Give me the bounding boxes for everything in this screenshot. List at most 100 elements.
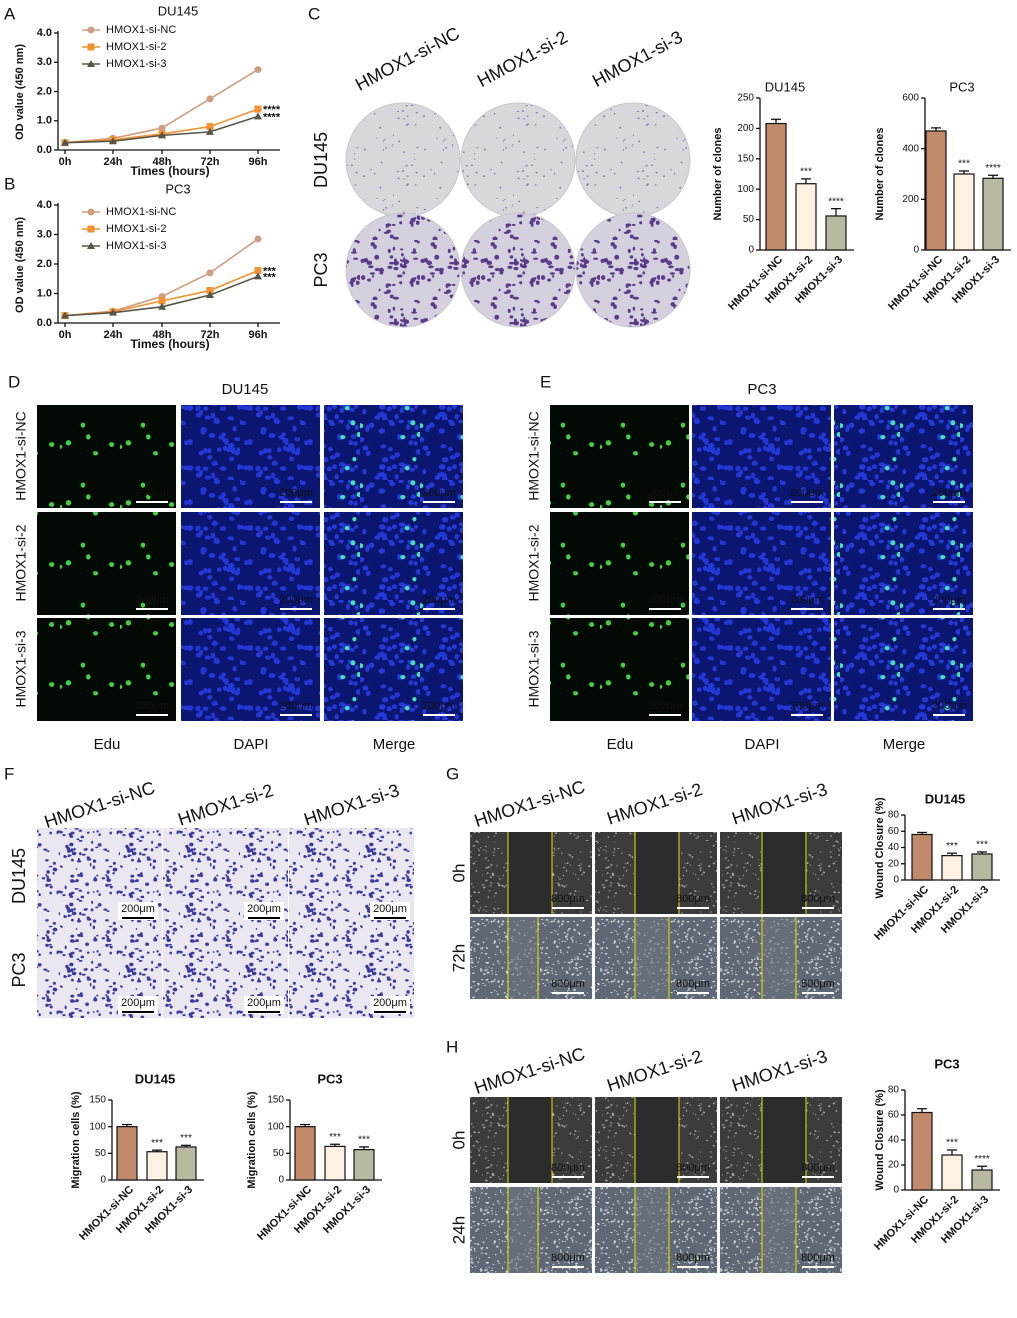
column-label: HMOX1-si-2 [604,779,704,829]
significance: **** [263,104,281,116]
significance: *** [946,1138,958,1149]
y-tick-label: 100 [737,184,754,195]
point [158,131,166,139]
scale-bar-label: 800μm [801,1252,835,1264]
scale-bar-label: 200μm [648,594,682,606]
y-tick-label: 0 [893,1185,899,1196]
y-tick-label: 100 [89,1121,106,1132]
y-tick-label: 20 [888,1160,900,1171]
significance: **** [985,163,1001,174]
y-tick-label: 600 [902,93,919,104]
wound-gap [762,917,796,999]
point [206,269,214,277]
wound-gap [635,1187,669,1273]
row-label: DU145 [311,132,331,188]
bar [971,853,993,881]
row-label: HMOX1-si-NC [13,411,29,500]
y-tick-label: 150 [89,1095,106,1106]
legend-label: HMOX1-si-2 [106,223,167,235]
column-label: HMOX1-si-3 [301,780,401,830]
x-tick-label: 24h [104,156,123,168]
dish-image [345,212,461,328]
bar [324,1145,346,1181]
scale-bar-label: 200μm [932,487,966,499]
scale-bar-label: 200μm [422,594,456,606]
legend-marker [87,225,95,233]
scale-bar-label: 800μm [676,893,710,905]
y-tick-label: 20 [888,858,900,869]
significance: **** [974,1154,990,1165]
row-label: 24h [449,1216,468,1244]
scale-bar-label: 800μm [801,1162,835,1174]
scale-bar-label: 200μm [373,903,407,915]
point [254,235,262,243]
bar [911,833,933,881]
significance: *** [358,1135,370,1146]
panel-label: F [4,764,14,783]
significance: *** [958,159,970,170]
micro-image [550,405,689,508]
y-tick-label: 0 [913,245,919,256]
significance: **** [828,196,844,207]
scale-bar-label: 800μm [801,978,835,990]
point [158,124,166,132]
panel-label: B [4,174,15,193]
micro-image [324,405,463,508]
micro-image [181,512,320,615]
scale-bar-label: 800μm [676,978,710,990]
y-tick-label: 250 [737,93,754,104]
y-tick-label: 0 [100,1175,106,1186]
x-tick-label: 24h [104,329,123,341]
wound-gap [762,1097,806,1183]
row-label: 0h [449,864,468,883]
significance: *** [151,1138,163,1149]
y-tick-label: 2.0 [37,258,52,270]
wound-gap [635,917,669,999]
scale-bar-label: 800μm [676,1162,710,1174]
row-label: 0h [449,1131,468,1150]
scale-bar-label: 200μm [422,487,456,499]
wound-gap [635,832,679,914]
micro-image [37,618,176,721]
scale-bar-bg [370,996,410,1014]
point [206,290,214,298]
micro-image [181,618,320,721]
scale-bar-label: 200μm [373,997,407,1009]
y-tick-label: 0 [278,1175,284,1186]
chart-title: DU145 [765,79,805,94]
point [206,95,214,103]
scale-bar-label: 200μm [279,700,313,712]
point [254,266,262,274]
micro-image [324,618,463,721]
micro-image [324,512,463,615]
scale-bar-label: 800μm [676,1252,710,1264]
x-tick-label: 72h [201,329,220,341]
row-label: HMOX1-si-2 [526,524,542,601]
scale-bar-label: 200μm [648,487,682,499]
scale-bar-label: 200μm [135,594,169,606]
x-tick-label: 48h [153,329,172,341]
y-axis-label: Wound Closure (%) [874,1089,886,1191]
chart-title: PC3 [949,79,974,94]
legend-marker [87,60,95,67]
chart-title: DU145 [135,1071,175,1086]
column-label: Merge [373,736,416,753]
scale-bar-bg [244,996,284,1014]
wound-gap [508,1187,538,1273]
row-label: DU145 [9,848,29,904]
column-label: Merge [883,736,926,753]
y-tick-label: 2.0 [37,85,52,97]
column-label: DAPI [233,736,268,753]
scale-bar-bg [244,902,284,920]
scale-bar-label: 200μm [135,700,169,712]
dish-image [460,212,576,328]
y-tick-label: 50 [743,214,755,225]
chart-title: PC3 [934,1056,959,1071]
point [109,137,117,145]
y-tick-label: 1.0 [37,287,52,299]
significance: *** [976,840,988,851]
panel-label: C [308,4,320,23]
column-label: Edu [607,736,634,753]
point [206,127,214,135]
